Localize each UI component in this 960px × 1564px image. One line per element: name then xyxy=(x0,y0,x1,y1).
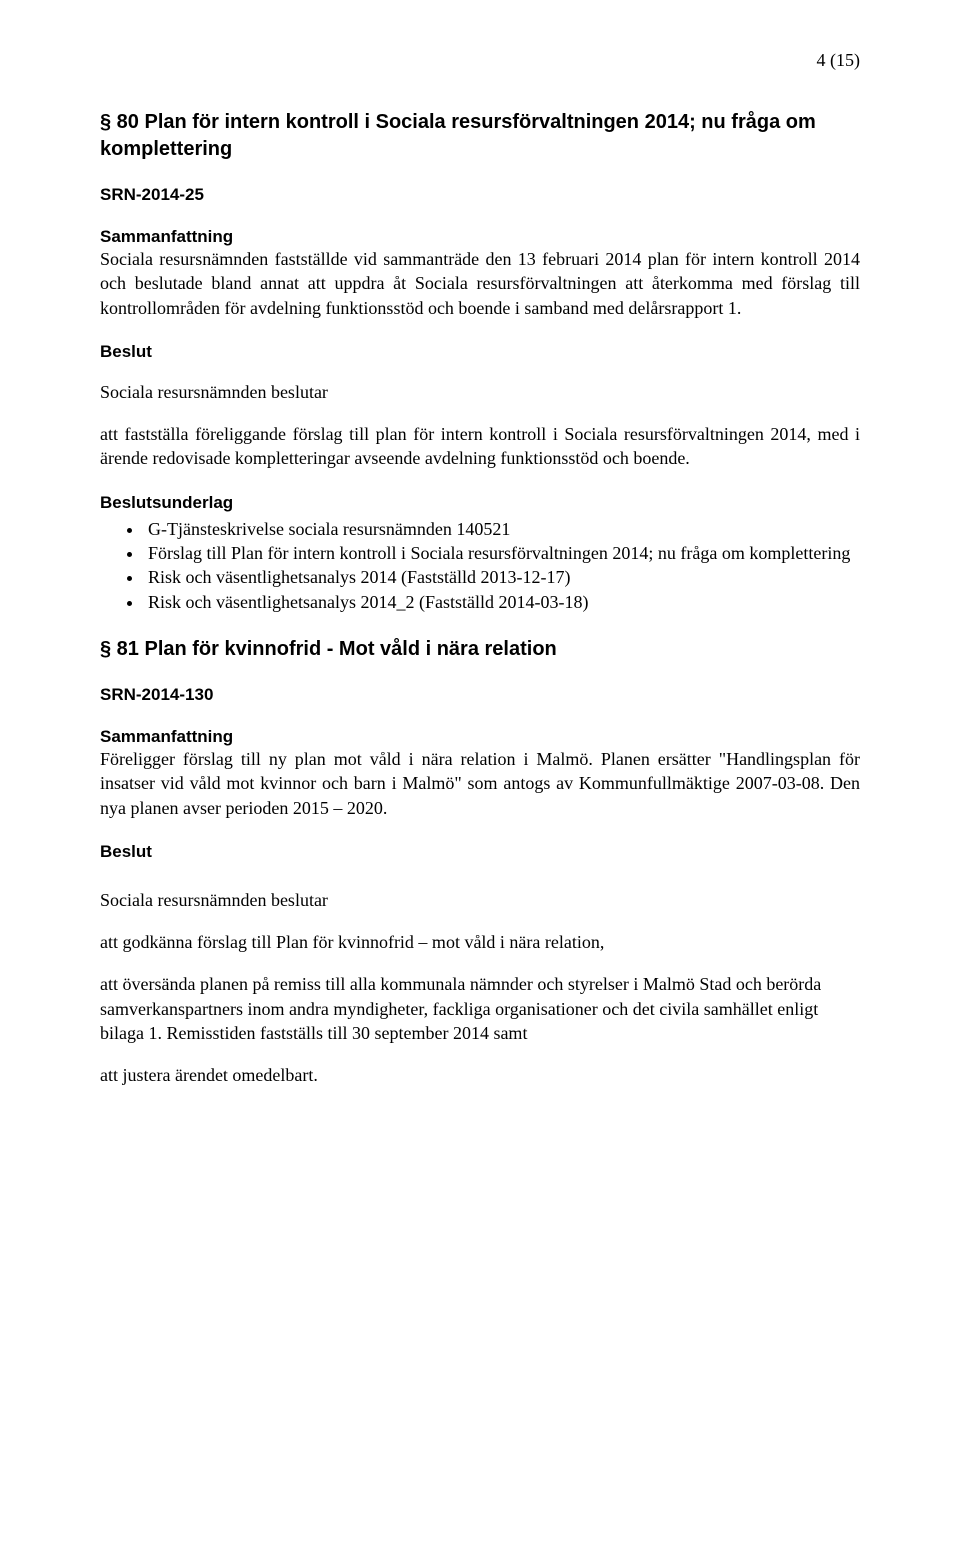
section-80-ref: SRN-2014-25 xyxy=(100,185,860,205)
att-clause-2: att översända planen på remiss till alla… xyxy=(100,972,860,1045)
basis-heading: Beslutsunderlag xyxy=(100,493,860,513)
basis-bullet-list: G-Tjänsteskrivelse sociala resursnämnden… xyxy=(100,517,860,614)
page-number: 4 (15) xyxy=(100,50,860,71)
decision-line-2: Sociala resursnämnden beslutar xyxy=(100,888,860,912)
document-page: 4 (15) § 80 Plan för intern kontroll i S… xyxy=(0,0,960,1148)
section-81-title: § 81 Plan för kvinnofrid - Mot våld i nä… xyxy=(100,636,860,663)
section-81-ref: SRN-2014-130 xyxy=(100,685,860,705)
summary-text: Sociala resursnämnden fastställde vid sa… xyxy=(100,247,860,320)
summary-text-2: Föreligger förslag till ny plan mot våld… xyxy=(100,747,860,820)
section-80-title: § 80 Plan för intern kontroll i Sociala … xyxy=(100,109,860,163)
att-clause-1: att godkänna förslag till Plan för kvinn… xyxy=(100,930,860,954)
summary-heading-2: Sammanfattning xyxy=(100,727,860,747)
list-item: Risk och väsentlighetsanalys 2014 (Fasts… xyxy=(144,565,860,589)
list-item: Förslag till Plan för intern kontroll i … xyxy=(144,541,860,565)
decision-text: att fastställa föreliggande förslag till… xyxy=(100,422,860,471)
decision-line: Sociala resursnämnden beslutar xyxy=(100,380,860,404)
decision-heading-2: Beslut xyxy=(100,842,860,862)
list-item: G-Tjänsteskrivelse sociala resursnämnden… xyxy=(144,517,860,541)
summary-heading: Sammanfattning xyxy=(100,227,860,247)
list-item: Risk och väsentlighetsanalys 2014_2 (Fas… xyxy=(144,590,860,614)
att-clause-3: att justera ärendet omedelbart. xyxy=(100,1063,860,1087)
decision-heading: Beslut xyxy=(100,342,860,362)
